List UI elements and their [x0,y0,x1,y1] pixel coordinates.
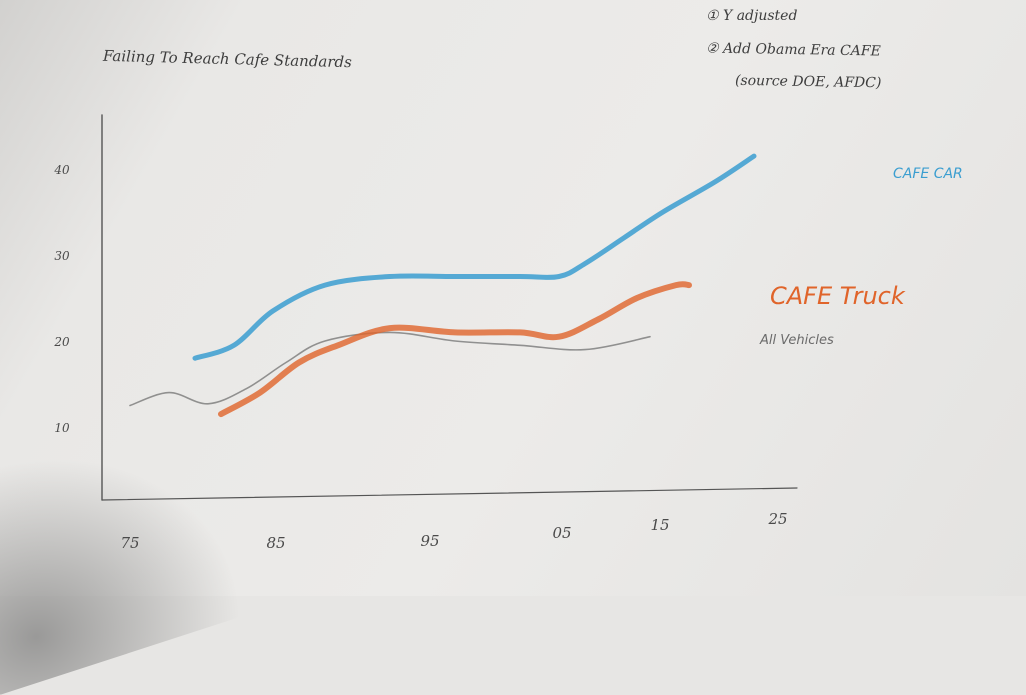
data-point-cafe-car [713,179,718,184]
x-tick-label: 05 [552,524,571,542]
y-tick-label: 10 [54,421,70,435]
data-point-cafe-car [323,283,328,288]
series-label-all-vehicles: All Vehicles [759,333,834,348]
data-point-cafe-car [388,274,393,279]
series-label-cafe-car: CAFE CAR [893,166,963,182]
series-line-all-vehicles [129,331,651,407]
data-point-cafe-truck [452,329,458,335]
data-point-all-vehicles [246,388,248,390]
data-point-all-vehicles [168,392,170,394]
x-tick-label: 75 [120,534,139,552]
data-point-cafe-car [557,274,562,279]
data-point-cafe-car [271,308,276,313]
data-point-cafe-truck [634,295,640,301]
data-point-all-vehicles [285,362,287,364]
data-point-cafe-car [193,356,198,361]
x-tick-label: 15 [650,516,669,534]
data-point-all-vehicles [389,332,391,334]
data-point-cafe-truck [387,325,393,331]
data-point-cafe-car [752,154,757,159]
data-point-cafe-truck [296,360,302,366]
data-point-cafe-truck [595,317,601,323]
data-point-cafe-truck [556,334,562,340]
data-point-all-vehicles [207,403,209,405]
series-line-cafe-truck [218,281,692,418]
note-item-1: ① Y adjusted [706,8,798,24]
data-point-cafe-truck [517,329,523,335]
data-point-cafe-car [232,343,237,348]
chart-plot: 10 20 30 40 75 85 95 05 15 25 CAFE CAR CAFE Truck Al… [53,114,963,552]
x-tick-label: 85 [266,534,285,552]
data-point-cafe-truck [257,390,263,396]
data-point-cafe-truck [335,342,341,348]
x-tick-label: 95 [420,532,439,550]
x-axis [101,487,798,501]
x-tick-label: 25 [767,510,787,528]
data-point-cafe-car [583,261,588,266]
data-point-cafe-truck [673,282,679,288]
data-point-all-vehicles [454,340,456,342]
series-line-cafe-car [192,153,757,361]
data-point-cafe-car [453,274,458,279]
data-point-all-vehicles [649,336,651,338]
y-tick-label: 20 [53,335,70,349]
y-tick-label: 40 [53,163,70,177]
series-label-cafe-truck: CAFE Truck [770,282,906,310]
data-point-all-vehicles [129,405,131,407]
data-point-cafe-car [661,210,666,215]
data-point-cafe-truck [686,282,692,288]
data-point-all-vehicles [324,340,326,342]
data-point-cafe-car [622,235,627,240]
data-point-cafe-car [518,274,523,279]
data-point-all-vehicles [584,349,586,351]
y-tick-label: 30 [54,249,70,263]
data-point-all-vehicles [519,345,521,347]
data-point-cafe-truck [218,411,224,417]
